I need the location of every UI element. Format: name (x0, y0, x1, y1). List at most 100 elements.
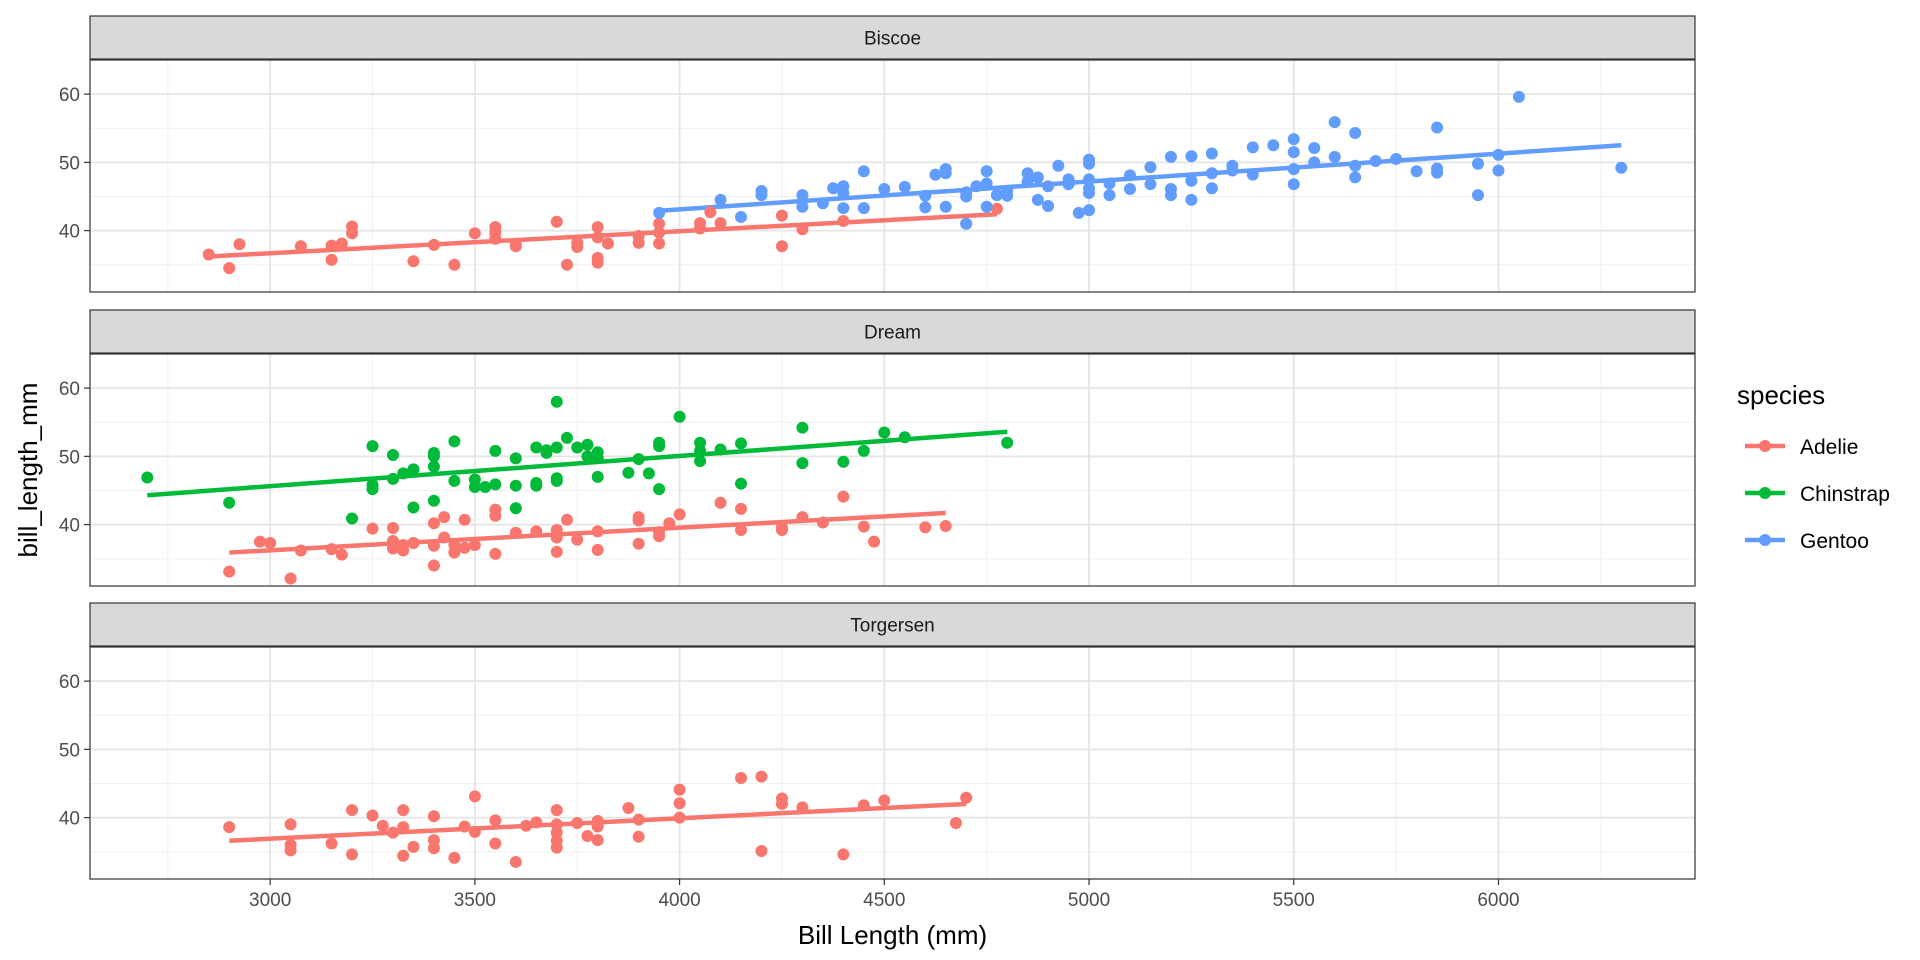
data-point-chinstrap (346, 512, 359, 525)
data-point-gentoo (1246, 141, 1259, 154)
data-point-adelie (346, 804, 359, 817)
data-point-gentoo (878, 182, 891, 195)
x-axis: 3000 3500 4000 4500 5000 5500 6000 (249, 879, 1520, 911)
data-point-gentoo (735, 210, 748, 223)
data-point-adelie (427, 238, 440, 251)
data-point-adelie (632, 830, 645, 843)
data-point-gentoo (1164, 189, 1177, 202)
panel-border (89, 59, 1696, 293)
data-point-chinstrap (642, 467, 655, 480)
data-point-chinstrap (386, 472, 399, 485)
panel-background (90, 60, 1695, 292)
data-point-adelie (325, 239, 338, 252)
x-tick-label: 4500 (863, 890, 905, 911)
data-point-gentoo (1042, 200, 1055, 213)
data-point-gentoo (1492, 164, 1505, 177)
data-point-chinstrap (694, 455, 707, 468)
data-point-chinstrap (581, 450, 594, 463)
data-point-adelie (284, 818, 297, 831)
data-point-gentoo (1083, 187, 1096, 200)
data-point-chinstrap (468, 481, 481, 494)
data-point-gentoo (1062, 178, 1075, 191)
data-point-adelie (796, 801, 809, 814)
data-point-adelie (346, 227, 359, 240)
data-point-gentoo (816, 197, 829, 210)
data-point-gentoo (980, 165, 993, 178)
data-point-chinstrap (366, 440, 379, 453)
data-point-adelie (397, 804, 410, 817)
data-point-gentoo (1031, 171, 1044, 184)
data-point-chinstrap (673, 410, 686, 423)
data-point-adelie (366, 809, 379, 822)
data-point-adelie (837, 848, 850, 861)
data-point-gentoo (1471, 157, 1484, 170)
data-point-chinstrap (489, 478, 502, 491)
data-point-gentoo (980, 177, 993, 190)
panel-background (90, 647, 1695, 879)
data-point-adelie (591, 231, 604, 244)
data-point-gentoo (1205, 147, 1218, 160)
data-point-adelie (939, 519, 952, 532)
data-point-adelie (376, 819, 389, 832)
data-point-gentoo (1267, 139, 1280, 152)
data-point-gentoo (1287, 178, 1300, 191)
data-point-adelie (796, 511, 809, 524)
data-point-adelie (755, 845, 768, 858)
data-point-adelie (397, 821, 410, 834)
data-point-adelie (632, 537, 645, 550)
data-point-gentoo (970, 180, 983, 193)
data-point-gentoo (796, 200, 809, 213)
data-point-chinstrap (632, 453, 645, 466)
data-point-gentoo (837, 202, 850, 215)
data-point-chinstrap (622, 466, 635, 479)
data-point-gentoo (1001, 189, 1014, 202)
data-point-chinstrap (581, 438, 594, 451)
data-point-adelie (878, 794, 891, 807)
data-point-adelie (673, 811, 686, 824)
data-point-adelie (673, 508, 686, 521)
data-point-gentoo (1390, 152, 1403, 165)
data-point-gentoo (1431, 121, 1444, 134)
facet-panel-biscoe: Biscoe 40 50 60 (59, 15, 1696, 293)
data-point-gentoo (1471, 189, 1484, 202)
data-point-adelie (949, 817, 962, 830)
data-point-gentoo (1205, 182, 1218, 195)
data-point-adelie (233, 238, 246, 251)
data-point-adelie (509, 855, 522, 868)
data-point-gentoo (1287, 163, 1300, 176)
data-point-gentoo (857, 202, 870, 215)
data-point-chinstrap (898, 431, 911, 444)
data-point-adelie (509, 526, 522, 539)
data-point-adelie (632, 813, 645, 826)
data-point-adelie (407, 840, 420, 853)
data-point-gentoo (1410, 165, 1423, 178)
facet-strip-label: Dream (864, 323, 921, 344)
data-point-gentoo (1226, 164, 1239, 177)
data-point-adelie (816, 516, 829, 529)
data-point-gentoo (1349, 171, 1362, 184)
legend-title: species (1737, 380, 1825, 410)
y-tick-label: 60 (59, 85, 80, 106)
data-point-adelie (735, 524, 748, 537)
data-point-gentoo (1031, 193, 1044, 206)
data-point-adelie (694, 222, 707, 235)
y-tick-label: 40 (59, 809, 80, 830)
data-point-gentoo (1072, 206, 1085, 219)
data-point-adelie (520, 819, 533, 832)
data-point-chinstrap (550, 474, 563, 487)
data-point-chinstrap (509, 502, 522, 515)
data-point-gentoo (1083, 173, 1096, 186)
facet-strip-label: Biscoe (864, 29, 921, 50)
data-point-chinstrap (857, 444, 870, 457)
data-point-chinstrap (735, 477, 748, 490)
data-point-gentoo (714, 193, 727, 206)
data-point-chinstrap (837, 455, 850, 468)
data-point-chinstrap (427, 494, 440, 507)
data-point-gentoo (1103, 177, 1116, 190)
data-point-adelie (489, 232, 502, 245)
data-point-adelie (837, 490, 850, 503)
data-point-adelie (407, 255, 420, 268)
data-point-adelie (427, 559, 440, 572)
data-point-gentoo (1021, 175, 1034, 188)
data-point-gentoo (857, 165, 870, 178)
